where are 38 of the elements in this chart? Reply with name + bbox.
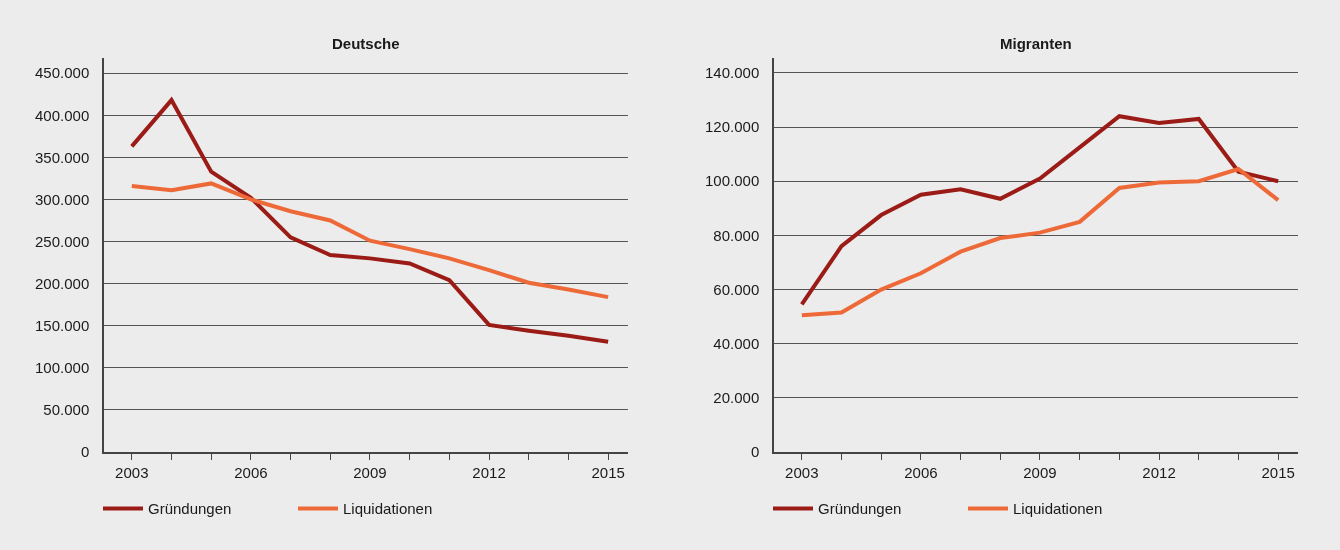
x-tick-label: 2015 [591,463,625,481]
y-tick-label: 40.000 [713,334,760,352]
legend-label: Gründungen [148,500,232,518]
line-series [129,98,611,344]
chart-title: Deutsche [332,35,400,52]
x-tick-label: 2003 [785,463,819,481]
y-tick-label: 60.000 [713,280,760,298]
y-tick-label: 0 [750,443,760,461]
y-tick-label: 100.000 [705,172,760,190]
y-tick-label: 20.000 [713,389,760,407]
chart-title: Migranten [1000,35,1072,52]
y-tick-label: 100.000 [35,359,90,377]
line-series [799,114,1281,307]
x-tick-label: 2009 [1023,463,1057,481]
x-tick-label: 2012 [472,463,506,481]
y-tick-label: 140.000 [705,64,760,82]
y-tick-label: 80.000 [713,226,760,244]
x-tick-label: 2003 [115,463,149,481]
line-series [129,181,611,300]
x-tick-label: 2006 [904,463,938,481]
x-tick-label: 2015 [1261,463,1295,481]
line-series [799,167,1281,318]
y-tick-label: 120.000 [705,118,760,136]
y-tick-label: 0 [80,443,90,461]
y-tick-label: 50.000 [43,401,90,419]
legend-label: Gründungen [818,500,902,518]
y-tick-label: 250.000 [35,232,90,250]
x-tick-label: 2009 [353,463,387,481]
y-tick-label: 200.000 [35,274,90,292]
y-tick-label: 150.000 [35,316,90,334]
legend-label: Liquidationen [1013,500,1103,518]
y-tick-label: 350.000 [35,148,90,166]
x-tick-label: 2012 [1142,463,1176,481]
y-tick-label: 450.000 [35,64,90,82]
y-tick-label: 400.000 [35,106,90,124]
x-tick-label: 2006 [234,463,268,481]
legend-label: Liquidationen [343,500,433,518]
y-tick-label: 300.000 [35,190,90,208]
